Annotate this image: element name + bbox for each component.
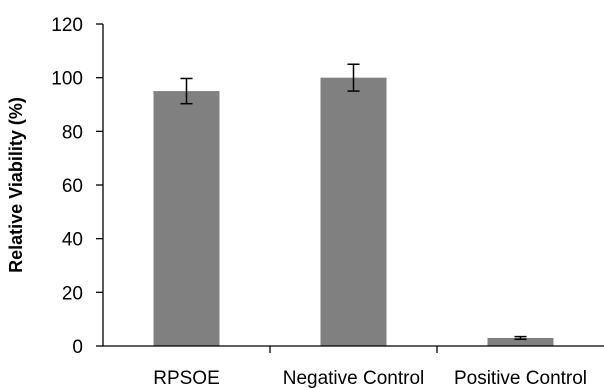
y-tick-label: 100 [51,69,83,90]
y-axis: 0 20 40 60 80 100 120 [51,15,104,358]
bars [153,63,554,347]
x-axis: RPSOE Negative Control Positive Control [103,345,604,388]
bar [487,337,554,346]
x-category-label: Negative Control [283,368,425,388]
y-axis-label: Relative Viability (%) [6,97,26,273]
y-tick-label: 40 [62,230,83,251]
bar [153,91,220,346]
y-tick-label: 120 [51,15,83,36]
x-category-label: Positive Control [454,368,587,388]
x-category-label: RPSOE [153,368,220,388]
y-tick-label: 60 [62,176,83,197]
y-tick-label: 80 [62,122,83,143]
y-tick-label: 0 [72,337,83,358]
bar [320,77,387,347]
y-tick-label: 20 [62,283,83,304]
